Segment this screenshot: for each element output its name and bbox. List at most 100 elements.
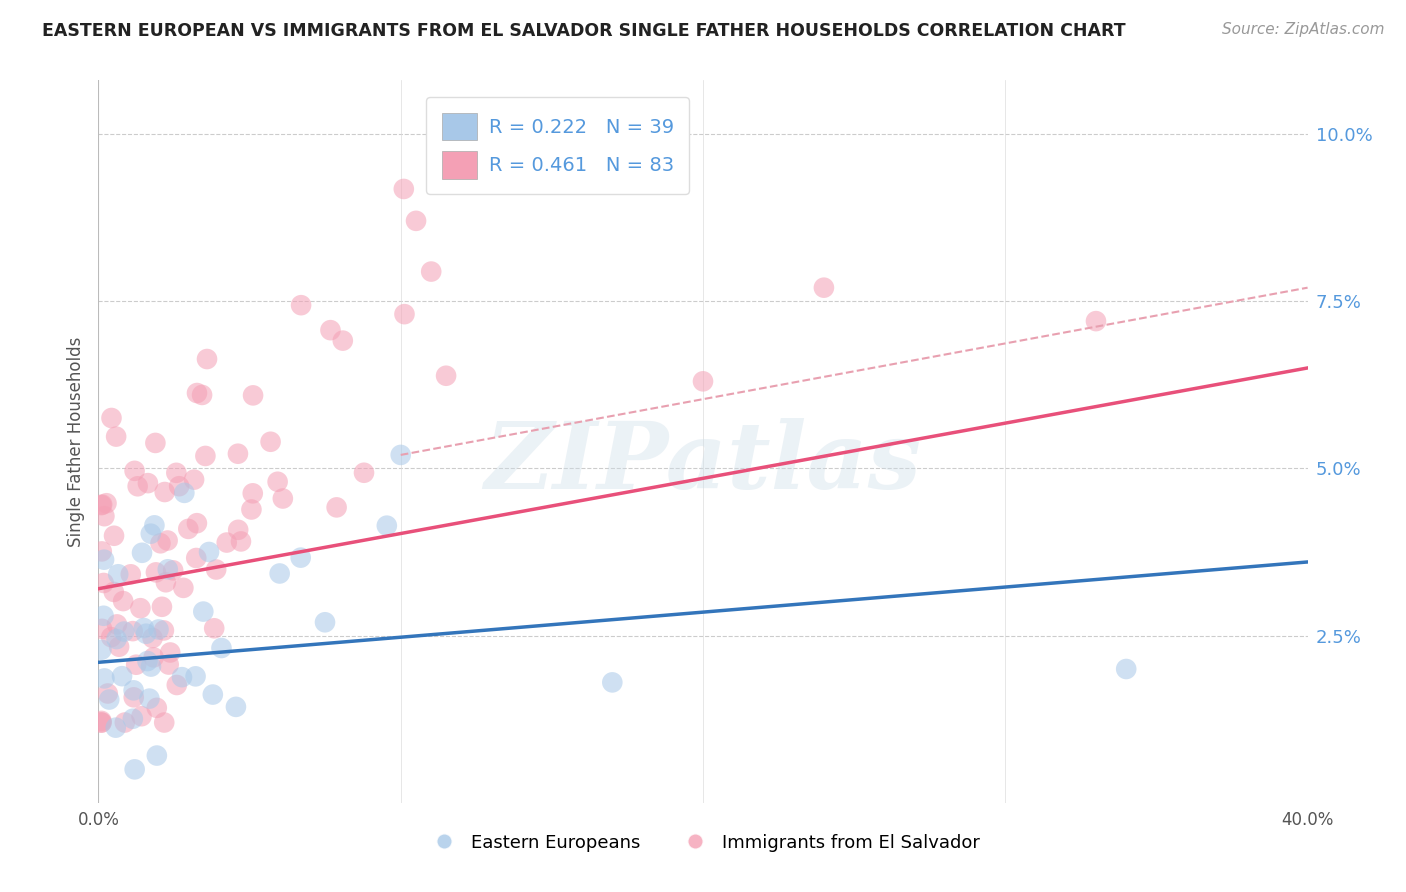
Point bbox=[114, 715, 136, 730]
Text: Source: ZipAtlas.com: Source: ZipAtlas.com bbox=[1222, 22, 1385, 37]
Point bbox=[138, 691, 160, 706]
Point bbox=[162, 563, 184, 577]
Point bbox=[165, 466, 187, 480]
Point bbox=[1115, 662, 1137, 676]
Point bbox=[96, 496, 118, 510]
Point bbox=[108, 640, 131, 654]
Point bbox=[420, 264, 443, 278]
Point bbox=[104, 721, 127, 735]
Point bbox=[314, 615, 336, 630]
Point bbox=[266, 475, 288, 489]
Point bbox=[226, 447, 249, 461]
Point bbox=[392, 182, 415, 196]
Point bbox=[172, 581, 194, 595]
Point bbox=[90, 498, 112, 512]
Point bbox=[166, 678, 188, 692]
Point bbox=[139, 659, 162, 673]
Point bbox=[90, 715, 112, 730]
Point bbox=[153, 624, 176, 638]
Point bbox=[112, 624, 135, 639]
Point bbox=[194, 449, 217, 463]
Point bbox=[90, 715, 112, 730]
Point bbox=[132, 621, 155, 635]
Point bbox=[93, 576, 115, 591]
Point bbox=[90, 544, 112, 558]
Point bbox=[131, 546, 153, 560]
Point bbox=[150, 599, 173, 614]
Point bbox=[325, 500, 347, 515]
Point bbox=[405, 214, 427, 228]
Point bbox=[186, 516, 208, 531]
Point bbox=[105, 632, 128, 646]
Point bbox=[651, 127, 673, 141]
Point bbox=[271, 491, 294, 506]
Point bbox=[121, 712, 143, 726]
Point bbox=[124, 762, 146, 776]
Point bbox=[143, 518, 166, 533]
Point bbox=[153, 485, 176, 500]
Point bbox=[103, 529, 125, 543]
Point bbox=[146, 748, 169, 763]
Point bbox=[186, 386, 208, 401]
Point bbox=[319, 323, 342, 337]
Point bbox=[98, 692, 121, 706]
Point bbox=[240, 502, 263, 516]
Point bbox=[153, 715, 176, 730]
Point bbox=[142, 631, 165, 645]
Legend: Eastern Europeans, Immigrants from El Salvador: Eastern Europeans, Immigrants from El Sa… bbox=[419, 826, 987, 859]
Point bbox=[103, 585, 125, 599]
Point bbox=[148, 623, 170, 637]
Point bbox=[183, 473, 205, 487]
Point bbox=[491, 168, 513, 182]
Point bbox=[105, 429, 128, 443]
Point bbox=[353, 466, 375, 480]
Point bbox=[93, 672, 115, 686]
Point bbox=[93, 552, 115, 566]
Point bbox=[142, 650, 165, 665]
Point bbox=[242, 388, 264, 402]
Point bbox=[215, 535, 238, 549]
Point bbox=[290, 550, 312, 565]
Point bbox=[107, 567, 129, 582]
Point bbox=[127, 479, 149, 493]
Point bbox=[259, 434, 281, 449]
Y-axis label: Single Father Households: Single Father Households bbox=[66, 336, 84, 547]
Point bbox=[173, 486, 195, 500]
Point bbox=[375, 518, 398, 533]
Point bbox=[111, 669, 134, 683]
Point bbox=[170, 670, 193, 684]
Point bbox=[135, 626, 157, 640]
Point bbox=[90, 642, 112, 657]
Point bbox=[156, 562, 179, 576]
Point bbox=[145, 566, 167, 580]
Point bbox=[136, 654, 159, 668]
Point bbox=[93, 608, 115, 623]
Point bbox=[813, 280, 835, 294]
Point bbox=[201, 688, 224, 702]
Point bbox=[226, 523, 249, 537]
Point bbox=[225, 699, 247, 714]
Point bbox=[193, 605, 215, 619]
Point bbox=[157, 657, 180, 672]
Text: EASTERN EUROPEAN VS IMMIGRANTS FROM EL SALVADOR SINGLE FATHER HOUSEHOLDS CORRELA: EASTERN EUROPEAN VS IMMIGRANTS FROM EL S… bbox=[42, 22, 1126, 40]
Point bbox=[112, 594, 135, 608]
Point bbox=[131, 709, 153, 723]
Point bbox=[202, 621, 225, 635]
Point bbox=[195, 352, 218, 367]
Point bbox=[540, 167, 562, 181]
Point bbox=[332, 334, 354, 348]
Point bbox=[186, 551, 208, 566]
Point bbox=[124, 464, 146, 478]
Point bbox=[290, 298, 312, 312]
Point bbox=[394, 307, 416, 321]
Point bbox=[145, 436, 167, 450]
Point bbox=[139, 526, 162, 541]
Point bbox=[125, 657, 148, 672]
Point bbox=[211, 640, 233, 655]
Point bbox=[121, 624, 143, 639]
Point bbox=[100, 411, 122, 425]
Point bbox=[105, 617, 128, 632]
Point bbox=[242, 486, 264, 500]
Point bbox=[129, 601, 152, 615]
Point bbox=[177, 522, 200, 536]
